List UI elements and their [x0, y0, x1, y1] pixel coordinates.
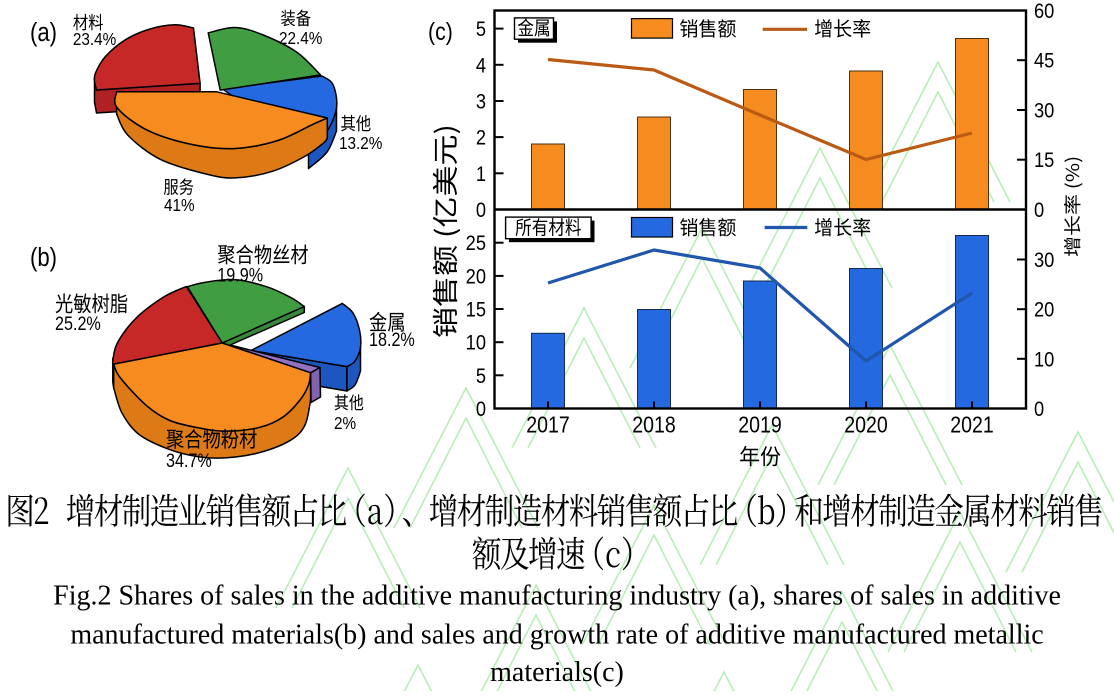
- svg-text:34.7%: 34.7%: [166, 450, 212, 472]
- svg-text:manufactured materials(b) and: manufactured materials(b) and sales and …: [70, 620, 1043, 651]
- svg-text:0: 0: [1034, 398, 1044, 422]
- svg-text:41%: 41%: [164, 195, 195, 215]
- svg-text:2017: 2017: [526, 412, 569, 438]
- svg-text:25.2%: 25.2%: [55, 313, 101, 335]
- svg-text:2018: 2018: [632, 412, 675, 438]
- svg-text:60: 60: [1034, 0, 1054, 23]
- svg-text:2019: 2019: [738, 412, 781, 438]
- svg-text:5: 5: [476, 365, 486, 389]
- svg-text:3: 3: [476, 90, 486, 114]
- svg-text:2: 2: [476, 126, 486, 150]
- svg-text:45: 45: [1034, 49, 1054, 73]
- svg-text:20: 20: [1034, 298, 1054, 322]
- svg-text:15: 15: [466, 298, 486, 322]
- svg-text:0: 0: [1034, 199, 1044, 223]
- svg-text:0: 0: [476, 199, 486, 223]
- svg-text:30: 30: [1034, 99, 1054, 123]
- svg-text:23.4%: 23.4%: [73, 29, 116, 49]
- svg-text:4: 4: [476, 54, 486, 78]
- svg-text:10: 10: [1034, 348, 1054, 372]
- svg-text:5: 5: [476, 18, 486, 42]
- svg-text:(c): (c): [428, 17, 453, 45]
- svg-text:25: 25: [466, 232, 486, 256]
- svg-text:materials(c): materials(c): [490, 657, 624, 688]
- svg-text:30: 30: [1034, 249, 1054, 273]
- svg-text:2021: 2021: [950, 412, 993, 438]
- svg-text:20: 20: [466, 265, 486, 289]
- svg-text:(b): (b): [30, 243, 57, 272]
- svg-text:18.2%: 18.2%: [369, 329, 415, 351]
- svg-text:0: 0: [476, 398, 486, 422]
- svg-text:10: 10: [466, 331, 486, 355]
- svg-text:2%: 2%: [334, 413, 356, 433]
- svg-text:13.2%: 13.2%: [339, 133, 382, 153]
- svg-text:19.9%: 19.9%: [217, 264, 263, 286]
- svg-text:15: 15: [1034, 149, 1054, 173]
- svg-text:Fig.2 Shares of sales in the a: Fig.2 Shares of sales in the additive ma…: [53, 581, 1061, 612]
- svg-text:22.4%: 22.4%: [279, 28, 322, 48]
- svg-text:(a): (a): [30, 18, 57, 47]
- svg-text:1: 1: [476, 163, 486, 187]
- svg-text:2020: 2020: [844, 412, 888, 438]
